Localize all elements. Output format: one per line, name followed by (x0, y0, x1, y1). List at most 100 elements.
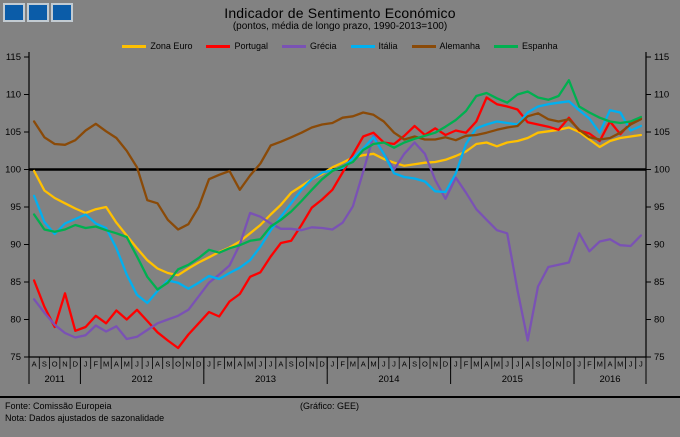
month-label: J (639, 360, 643, 369)
legend-item-portugal: Portugal (206, 41, 268, 51)
y-tick-label-left: 90 (10, 240, 21, 251)
legend-item-alemanha: Alemanha (411, 41, 481, 51)
legend-label: Alemanha (439, 41, 481, 51)
month-label: M (494, 360, 500, 369)
month-label: M (226, 360, 232, 369)
legend-swatch (494, 44, 519, 48)
graphic-credit: (Gráfico: GEE) (300, 401, 360, 411)
y-tick-label-right: 105 (654, 127, 670, 138)
month-label: M (124, 360, 130, 369)
year-label: 2011 (44, 374, 64, 385)
y-tick-label-right: 95 (654, 202, 665, 213)
month-label: D (73, 360, 79, 369)
series-line-grécia (32, 134, 643, 342)
year-label: 2013 (255, 374, 276, 385)
month-label: D (443, 360, 449, 369)
series-line-alemanha (32, 111, 643, 231)
year-label: 2016 (599, 374, 620, 385)
month-label: D (566, 360, 572, 369)
footer-divider (0, 396, 680, 398)
month-label: F (587, 360, 592, 369)
month-label: S (536, 360, 541, 369)
month-label: A (237, 360, 242, 369)
month-label: A (608, 360, 613, 369)
month-label: J (392, 360, 396, 369)
year-label: 2014 (378, 374, 399, 385)
y-tick-label-left: 100 (5, 165, 21, 176)
legend-label: Portugal (234, 41, 268, 51)
month-label: A (525, 360, 530, 369)
month-label: S (412, 360, 417, 369)
month-label: J (577, 360, 581, 369)
legend-item-grécia: Grécia (281, 41, 337, 51)
legend-swatch (350, 44, 375, 48)
month-label: A (402, 360, 407, 369)
month-label: J (269, 360, 273, 369)
series-line-portugal (32, 96, 643, 350)
y-tick-label-left: 110 (6, 90, 21, 101)
y-tick-label-right: 110 (654, 90, 669, 101)
legend-label: Grécia (309, 41, 337, 51)
legend-label: Espanha (522, 41, 558, 51)
legend-swatch (411, 44, 436, 48)
legend-label: Zona Euro (150, 41, 193, 51)
month-label: S (165, 360, 170, 369)
month-label: O (299, 360, 305, 369)
y-tick-label-right: 100 (654, 165, 670, 176)
month-label: F (217, 360, 222, 369)
month-label: M (617, 360, 623, 369)
source-note: Fonte: Comissão Europeia (5, 401, 112, 411)
series-line-espanha (32, 79, 643, 291)
month-label: A (278, 360, 283, 369)
month-label: F (340, 360, 345, 369)
y-tick-label-left: 105 (5, 127, 21, 138)
chart-subtitle: (pontos, média de longo prazo, 1990-2013… (232, 21, 448, 32)
month-label: J (207, 360, 211, 369)
month-label: J (505, 360, 509, 369)
month-label: O (175, 360, 181, 369)
month-label: S (289, 360, 294, 369)
month-label: D (319, 360, 325, 369)
legend-swatch (206, 44, 231, 48)
logo-square (3, 3, 25, 22)
y-tick-label-right: 85 (654, 277, 665, 288)
month-label: A (361, 360, 366, 369)
legend-swatch (122, 44, 147, 48)
logo-square (51, 3, 73, 22)
month-label: A (114, 360, 119, 369)
month-label: M (350, 360, 356, 369)
legend-item-espanha: Espanha (494, 41, 558, 51)
seasonal-adjustment-note: Nota: Dados ajustados de sazonalidade (5, 413, 165, 423)
month-label: J (382, 360, 386, 369)
month-label: O (422, 360, 428, 369)
month-label: J (629, 360, 633, 369)
month-label: A (32, 360, 37, 369)
month-label: N (309, 360, 314, 369)
legend-item-itália: Itália (350, 41, 398, 51)
month-label: O (52, 360, 58, 369)
month-label: J (330, 360, 334, 369)
month-label: J (135, 360, 139, 369)
month-label: M (473, 360, 479, 369)
month-label: J (145, 360, 149, 369)
month-label: N (62, 360, 67, 369)
month-label: D (196, 360, 202, 369)
month-label: A (155, 360, 160, 369)
year-label: 2012 (132, 374, 153, 385)
month-label: F (464, 360, 469, 369)
month-label: J (516, 360, 520, 369)
month-label: O (545, 360, 551, 369)
month-label: M (103, 360, 109, 369)
logo-square (27, 3, 49, 22)
month-label: M (370, 360, 376, 369)
y-tick-label-left: 80 (10, 315, 21, 326)
y-tick-label-right: 90 (654, 240, 665, 251)
month-label: N (556, 360, 561, 369)
three-squares-logo (3, 3, 73, 22)
year-label: 2015 (502, 374, 523, 385)
month-label: A (484, 360, 489, 369)
y-tick-label-right: 75 (654, 352, 665, 363)
y-tick-label-right: 115 (654, 52, 669, 63)
